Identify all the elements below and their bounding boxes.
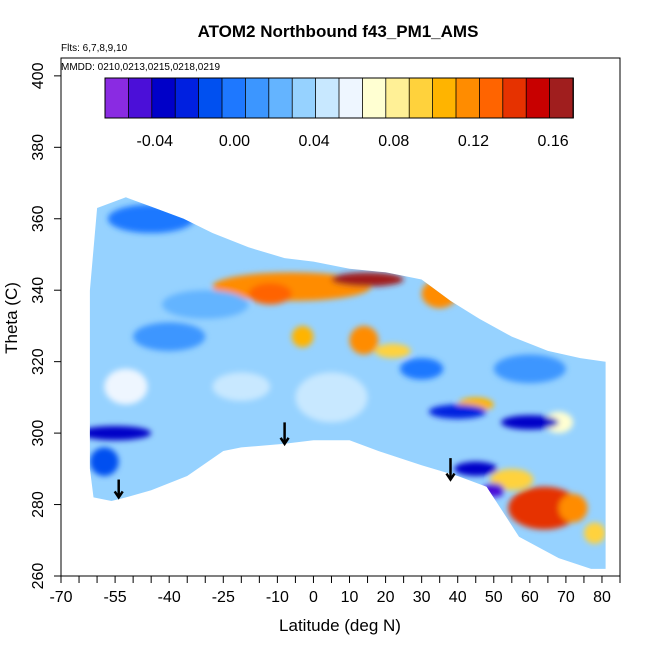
colorbar-tick-label: -0.04: [137, 133, 174, 150]
x-tick-label: -40: [158, 589, 181, 606]
y-tick-label: 260: [30, 563, 47, 590]
field-feature: [454, 461, 498, 476]
field-feature: [583, 522, 606, 544]
colorbar-swatch: [338, 77, 364, 119]
flights-annotation: Flts: 6,7,8,9,10: [61, 43, 128, 54]
field-feature: [133, 322, 206, 351]
x-tick-label: 10: [341, 589, 359, 606]
field-feature: [212, 372, 271, 401]
x-tick-label: 70: [557, 589, 575, 606]
colorbar-swatch: [502, 77, 528, 119]
y-tick-label: 400: [30, 62, 47, 89]
field-feature: [558, 493, 588, 523]
colorbar-swatch: [315, 77, 340, 119]
field-feature: [104, 368, 148, 405]
down-arrow-icon: [279, 422, 290, 447]
y-tick-label: 300: [30, 420, 47, 447]
x-tick-label: -55: [104, 589, 127, 606]
colorbar-swatch: [244, 77, 270, 119]
x-tick-label: -10: [266, 589, 289, 606]
y-tick-label: 340: [30, 277, 47, 304]
colorbar-swatch: [525, 77, 551, 119]
colorbar-swatch: [455, 77, 481, 119]
colorbar-swatch: [221, 77, 247, 119]
field-feature: [89, 425, 152, 441]
colorbar: -0.04 0.00 0.04 0.08 0.12 0.16: [104, 77, 574, 150]
colorbar-tick-label: 0.04: [299, 133, 330, 150]
x-tick-label: 80: [593, 589, 611, 606]
field-feature: [493, 354, 566, 384]
x-tick-label: 30: [413, 589, 431, 606]
x-tick-label: 50: [485, 589, 503, 606]
colorbar-swatch: [127, 77, 153, 119]
colorbar-swatch: [478, 77, 504, 119]
colorbar-swatch: [385, 77, 411, 119]
field-feature: [508, 486, 581, 530]
field-feature: [400, 358, 444, 380]
field-feature: [374, 343, 411, 359]
colorbar-swatch: [268, 77, 294, 119]
field-feature: [331, 272, 404, 287]
x-axis: -70 -55 -40 -25 -10 0 10 20 30 40 50 60 70 80: [49, 575, 621, 606]
field-feature: [89, 447, 119, 476]
colorbar-swatch: [291, 77, 317, 119]
x-tick-label: 40: [449, 589, 467, 606]
y-tick-label: 360: [30, 205, 47, 232]
field-feature: [349, 325, 379, 355]
y-axis-label: Theta (C): [2, 282, 21, 354]
chart-title: ATOM2 Northbound f43_PM1_AMS: [198, 22, 479, 41]
down-arrow-icon: [113, 479, 124, 500]
x-tick-label: 20: [377, 589, 395, 606]
colorbar-tick-label: 0.08: [378, 133, 409, 150]
x-tick-label: -25: [212, 589, 235, 606]
colorbar-swatch: [408, 77, 434, 119]
colorbar-tick-label: 0.16: [538, 133, 569, 150]
field-feature: [490, 468, 534, 491]
colorbar-swatch: [198, 77, 223, 119]
y-tick-label: 380: [30, 134, 47, 161]
x-tick-label: 60: [521, 589, 539, 606]
field-feature: [161, 290, 249, 319]
down-arrow-icon: [445, 458, 456, 482]
field-feature: [544, 411, 574, 434]
colorbar-swatch: [549, 77, 574, 119]
y-tick-label: 280: [30, 491, 47, 518]
x-axis-label: Latitude (deg N): [279, 616, 401, 635]
field-feature: [428, 404, 487, 419]
dates-annotation: MMDD: 0210,0213,0215,0218,0219: [61, 62, 220, 73]
colorbar-swatch: [151, 77, 177, 119]
colorbar-swatch: [104, 77, 130, 119]
colorbar-swatch: [361, 77, 387, 119]
y-tick-label: 320: [30, 348, 47, 375]
x-tick-label: -70: [49, 589, 72, 606]
x-tick-label: 0: [309, 589, 318, 606]
field-feature: [500, 415, 559, 430]
field-feature: [248, 283, 292, 305]
colorbar-frame: [104, 77, 574, 119]
colorbar-tick-label: 0.12: [458, 133, 489, 150]
y-axis: 260 280 300 320 340 360 380 400: [30, 62, 61, 589]
colorbar-swatch: [174, 77, 200, 119]
colorbar-tick-label: 0.00: [219, 133, 250, 150]
field-feature: [291, 325, 314, 348]
arrows: [113, 422, 456, 500]
field-feature: [295, 372, 368, 423]
colorbar-swatch: [432, 77, 457, 119]
